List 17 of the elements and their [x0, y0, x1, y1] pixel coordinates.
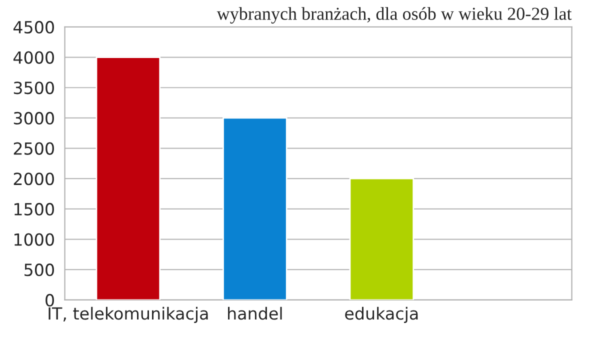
- y-tick-label: 1000: [14, 233, 54, 246]
- chart-title: wybranych branżach, dla osób w wieku 20-29 lat: [216, 7, 572, 24]
- y-tick-label: 4000: [13, 51, 54, 64]
- y-tick-label: 2500: [14, 142, 54, 155]
- x-tick-label: handel: [228, 306, 282, 320]
- bar: [349, 178, 414, 300]
- y-tick-label: 0: [46, 294, 54, 306]
- x-tick-label: IT, telekomunikacja: [48, 306, 208, 324]
- y-tick-label: 500: [24, 264, 54, 276]
- y-tick-label: 3500: [14, 82, 54, 94]
- y-tick-label: 1500: [14, 202, 54, 216]
- y-tick-label: 4500: [13, 20, 54, 34]
- bar: [222, 117, 288, 300]
- y-tick-label: 3000: [14, 112, 54, 125]
- x-tick-label: edukacja: [345, 306, 418, 324]
- y-tick-label: 2000: [14, 172, 54, 186]
- bar: [96, 56, 161, 300]
